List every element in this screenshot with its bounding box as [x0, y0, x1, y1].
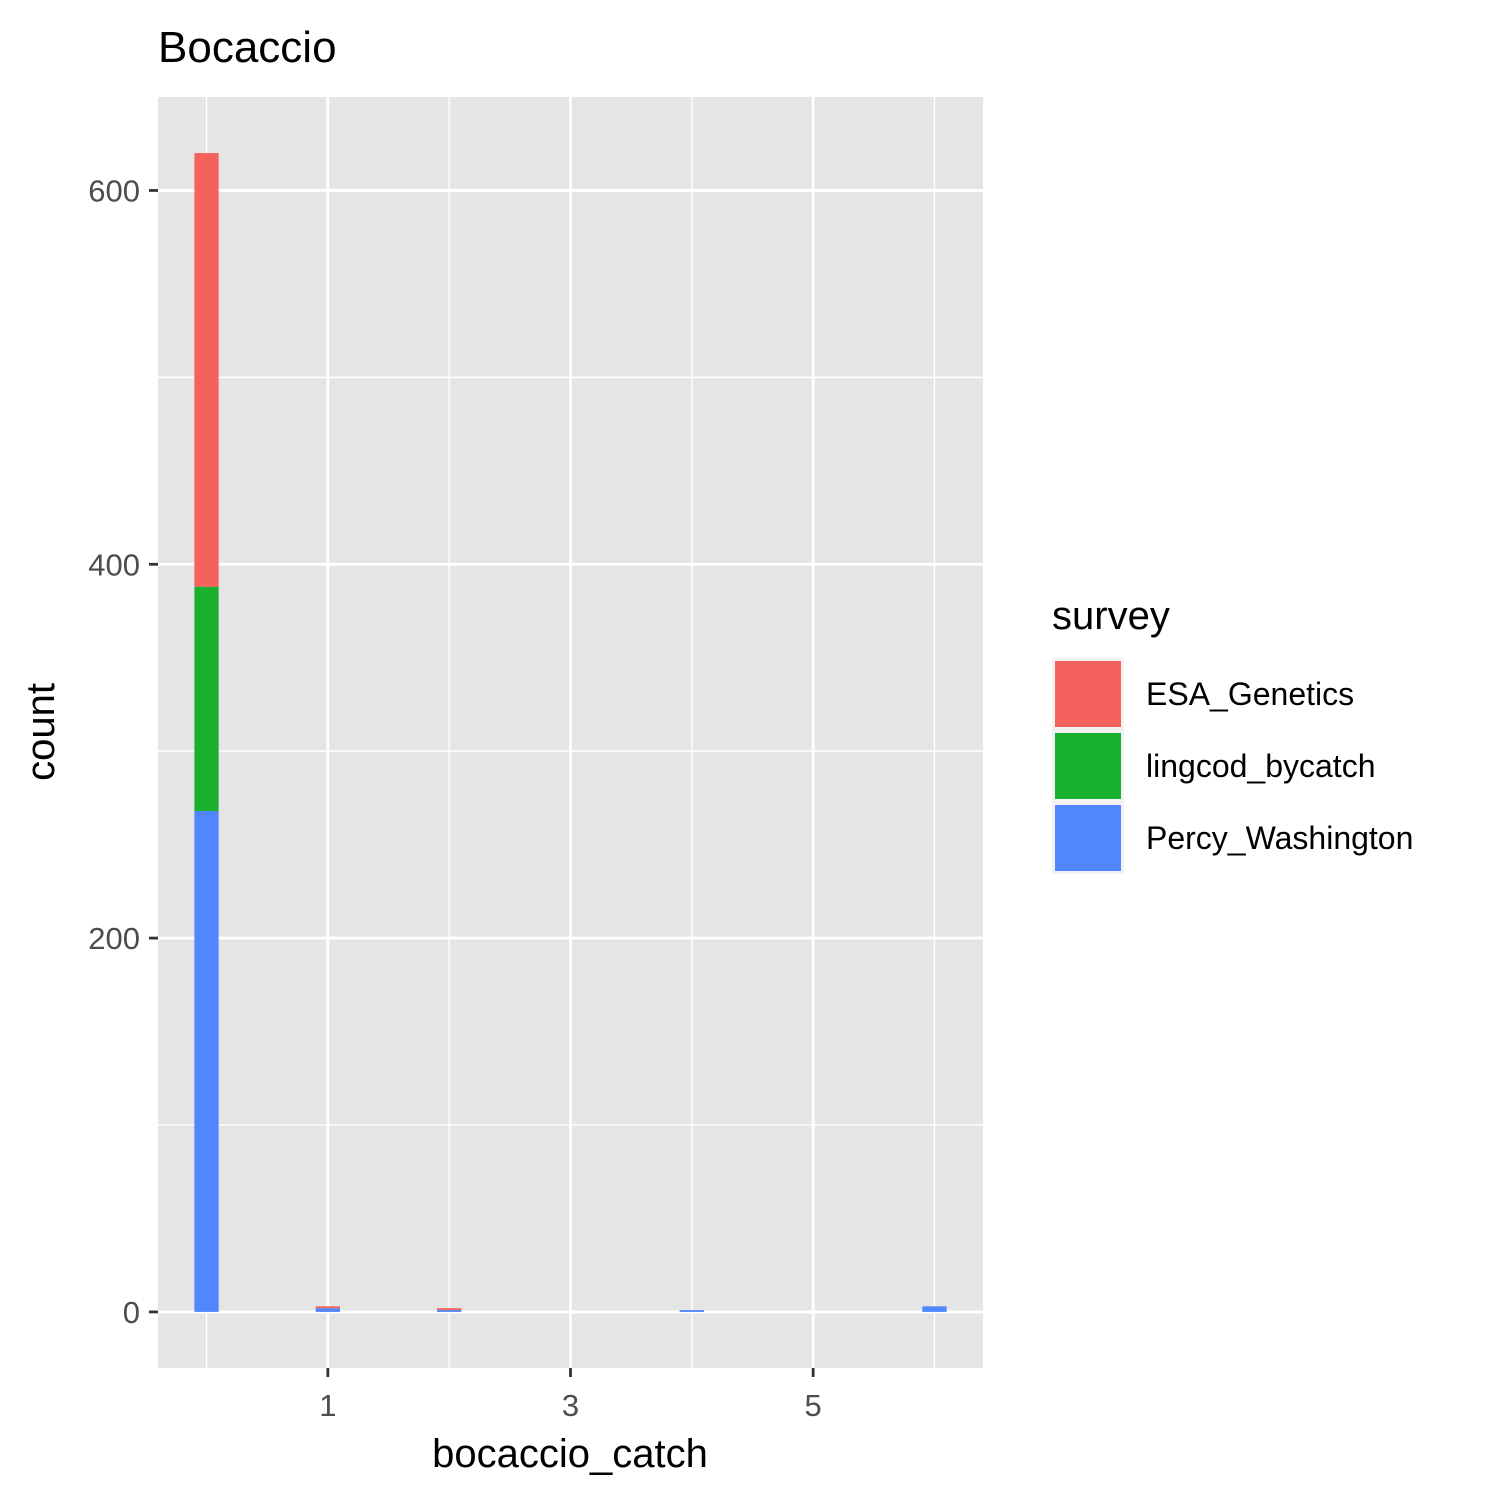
x-tick-label-0: 1	[319, 1388, 336, 1423]
bar-ESA_Genetics-x0	[194, 153, 219, 587]
bar-Percy_Washington-x1	[315, 1308, 340, 1312]
legend-items: ESA_Genetics lingcod_bycatch Percy_Washing…	[1052, 658, 1413, 874]
x-axis-title: bocaccio_catch	[432, 1432, 708, 1476]
bars	[194, 153, 947, 1312]
y-tick-label-3: 600	[88, 173, 140, 208]
bar-ESA_Genetics-x2	[437, 1308, 462, 1311]
legend-label-ESA_Genetics: ESA_Genetics	[1146, 676, 1354, 712]
y-axis: 0 200 400 600	[88, 173, 158, 1330]
x-tick-label-1: 3	[562, 1388, 579, 1423]
bar-ESA_Genetics-x1	[315, 1306, 340, 1309]
y-axis-title: count	[19, 683, 63, 781]
y-tick-label-2: 400	[88, 547, 140, 582]
legend-label-lingcod_bycatch: lingcod_bycatch	[1146, 748, 1375, 784]
bar-Percy_Washington-x4	[679, 1310, 704, 1312]
major-gridlines	[158, 97, 983, 1368]
bar-Percy_Washington-x0	[194, 811, 219, 1312]
legend-label-Percy_Washington: Percy_Washington	[1146, 820, 1413, 856]
legend-key-lingcod_bycatch	[1055, 733, 1121, 799]
x-axis: 1 3 5	[319, 1368, 822, 1423]
y-tick-label-0: 0	[123, 1295, 140, 1330]
legend-key-Percy_Washington	[1055, 805, 1121, 871]
legend: survey ESA_Genetics lingcod_bycatch Percy_…	[1052, 594, 1413, 874]
chart-title: Bocaccio	[158, 23, 337, 72]
bar-Percy_Washington-x6	[922, 1306, 947, 1312]
legend-title: survey	[1052, 594, 1170, 638]
legend-key-ESA_Genetics	[1055, 661, 1121, 727]
bar-lingcod_bycatch-x0	[194, 586, 219, 812]
x-tick-label-2: 5	[805, 1388, 822, 1423]
bar-Percy_Washington-x2	[437, 1310, 462, 1312]
y-tick-label-1: 200	[88, 921, 140, 956]
